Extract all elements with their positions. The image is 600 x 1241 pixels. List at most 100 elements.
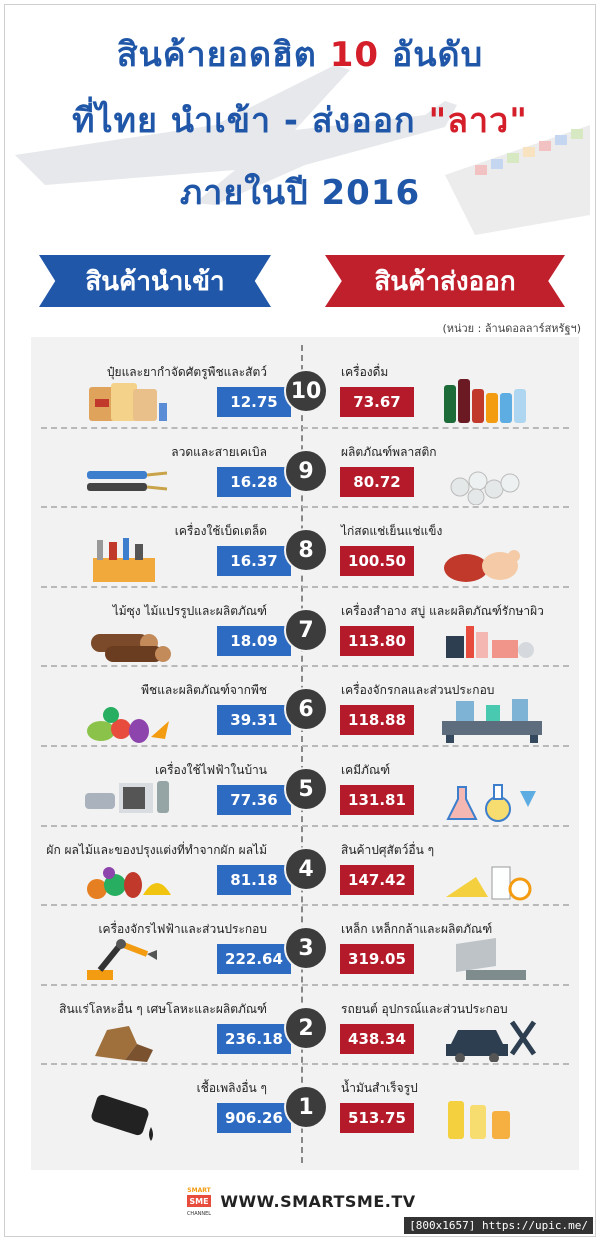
import-item-value: 906.26 <box>217 1103 291 1133</box>
export-item-label: ผลิตภัณฑ์พลาสติก <box>341 445 437 459</box>
import-item-label: เครื่องจักรไฟฟ้าและส่วนประกอบ <box>98 922 267 936</box>
toolbox-icon <box>93 538 155 582</box>
export-item-label: ไก่สดแช่เย็นแช่แข็ง <box>341 524 443 538</box>
export-item-value: 319.05 <box>340 944 414 974</box>
title-line-3: ภายในปี 2016 <box>179 173 421 213</box>
cosmetics-icon <box>446 626 534 658</box>
export-ribbon: สินค้าส่งออก <box>325 255 565 307</box>
row-separator <box>41 1063 569 1065</box>
rank-badge: 3 <box>284 926 328 970</box>
import-item-value: 77.36 <box>217 785 291 815</box>
import-item-value: 222.64 <box>217 944 291 974</box>
chicken-meat-icon <box>444 550 520 582</box>
header-background-illustration <box>15 65 590 235</box>
svg-text:SME: SME <box>190 1197 209 1206</box>
import-item-value: 16.28 <box>217 467 291 497</box>
fruits-icon <box>87 867 171 899</box>
import-item-label: เครื่องใช้ไฟฟ้าในบ้าน <box>154 763 267 777</box>
import-item-label: พืชและผลิตภัณฑ์จากพืช <box>141 683 267 697</box>
import-item-label: สินแร่โลหะอื่น ๆ เศษโลหะและผลิตภัณฑ์ <box>59 1002 267 1016</box>
rank-row-5: เครื่องใช้ไฟฟ้าในบ้าน 77.36 5 เคมีภัณฑ์ 131.… <box>31 755 579 833</box>
import-item-value: 81.18 <box>217 865 291 895</box>
car-repair-icon <box>446 1020 537 1062</box>
row-separator <box>41 427 569 429</box>
row-separator <box>41 586 569 588</box>
oil-bottles-icon <box>448 1101 510 1139</box>
export-item-label: เครื่องจักรกลและส่วนประกอบ <box>341 683 495 697</box>
rank-badge: 8 <box>284 528 328 572</box>
title-line-2: ที่ไทย นำเข้า - ส่งออก "ลาว" <box>72 101 528 141</box>
import-item-label: เครื่องใช้เบ็ดเตล็ด <box>174 524 267 538</box>
robot-arm-icon <box>87 939 157 980</box>
center-divider <box>301 345 303 1163</box>
logs-icon <box>91 634 171 662</box>
rank-row-2: สินแร่โลหะอื่น ๆ เศษโลหะและผลิตภัณฑ์ 236.… <box>31 994 579 1072</box>
title-line-1: สินค้ายอดฮิต 10 อันดับ <box>116 35 484 75</box>
import-item-value: 12.75 <box>217 387 291 417</box>
steel-beams-icon <box>456 938 526 980</box>
export-item-value: 80.72 <box>340 467 414 497</box>
import-item-value: 236.18 <box>217 1024 291 1054</box>
beverage-bottles-icon <box>444 379 526 423</box>
export-item-value: 147.42 <box>340 865 414 895</box>
rank-badge: 10 <box>284 369 328 413</box>
rank-row-8: เครื่องใช้เบ็ดเตล็ด 16.37 8 ไก่สดแช่เย็นแช่… <box>31 516 579 594</box>
export-item-value: 131.81 <box>340 785 414 815</box>
image-credit: [800x1657] https://upic.me/ <box>404 1217 593 1234</box>
export-item-label: เครื่องดื่ม <box>341 365 389 379</box>
export-item-label: สินค้าปศุสัตว์อื่น ๆ <box>341 843 435 857</box>
oil-barrel-icon <box>91 1094 153 1141</box>
row-separator <box>41 665 569 667</box>
factory-machine-icon <box>442 699 542 743</box>
row-separator <box>41 904 569 906</box>
rank-badge: 6 <box>284 687 328 731</box>
row-separator <box>41 825 569 827</box>
website-url: WWW.SMARTSME.TV <box>220 1191 416 1211</box>
rank-row-10: ปุ๋ยและยากำจัดศัตรูพืชและสัตว์ 12.75 10 เคร… <box>31 357 579 435</box>
rank-badge: 5 <box>284 767 328 811</box>
infographic: สินค้ายอดฮิต 10 อันดับ ที่ไทย นำเข้า - ส… <box>4 4 596 1237</box>
export-item-value: 513.75 <box>340 1103 414 1133</box>
import-item-label: ไม้ซุง ไม้แปรรูปและผลิตภัณฑ์ <box>112 604 267 618</box>
export-item-label: เหล็ก เหล็กกล้าและผลิตภัณฑ์ <box>341 922 493 936</box>
fertilizer-icon <box>89 383 167 421</box>
vegetables-icon <box>87 707 169 743</box>
import-ribbon: สินค้านำเข้า <box>39 255 271 307</box>
export-item-label: น้ำมันสำเร็จรูป <box>341 1081 418 1095</box>
rank-badge: 1 <box>284 1085 328 1129</box>
row-separator <box>41 506 569 508</box>
import-item-label: ลวดและสายเคเบิล <box>171 445 267 459</box>
plastic-pellets-icon <box>450 471 520 505</box>
export-item-value: 73.67 <box>340 387 414 417</box>
import-item-value: 39.31 <box>217 705 291 735</box>
export-item-value: 118.88 <box>340 705 414 735</box>
row-separator <box>41 745 569 747</box>
export-item-label: เคมีภัณฑ์ <box>341 763 391 777</box>
import-item-value: 16.37 <box>217 546 291 576</box>
unit-note: (หน่วย : ล้านดอลลาร์สหรัฐฯ) <box>442 322 581 335</box>
smartsme-logo: SMART SME CHANNEL <box>184 1184 215 1218</box>
svg-text:CHANNEL: CHANNEL <box>187 1211 211 1217</box>
rank-row-6: พืชและผลิตภัณฑ์จากพืช 39.31 6 เครื่องจักรกล… <box>31 675 579 753</box>
svg-text:SMART: SMART <box>188 1187 212 1194</box>
rank-row-1: เชื้อเพลิงอื่น ๆ 906.26 1 น้ำมันสำเร็จรูป 51… <box>31 1073 579 1151</box>
cable-icon <box>87 471 168 491</box>
import-item-label: เชื้อเพลิงอื่น ๆ <box>196 1081 267 1095</box>
rank-row-4: ผัก ผลไม้และของปรุงแต่งที่ทำจากผัก ผลไม้… <box>31 835 579 913</box>
export-item-label: เครื่องสำอาง สบู่ และผลิตภัณฑ์รักษาผิว <box>341 604 544 618</box>
rank-row-9: ลวดและสายเคเบิล 16.28 9 ผลิตภัณฑ์พลาสติก 80.… <box>31 437 579 515</box>
export-item-value: 438.34 <box>340 1024 414 1054</box>
appliances-icon <box>85 781 169 813</box>
export-item-value: 100.50 <box>340 546 414 576</box>
rank-badge: 9 <box>284 449 328 493</box>
import-item-value: 18.09 <box>217 626 291 656</box>
rank-badge: 4 <box>284 847 328 891</box>
export-item-value: 113.80 <box>340 626 414 656</box>
dairy-products-icon <box>446 866 532 901</box>
footer: SMART SME CHANNEL WWW.SMARTSME.TV <box>5 1181 595 1221</box>
row-separator <box>41 984 569 986</box>
chemical-flasks-icon <box>446 784 536 822</box>
rank-row-7: ไม้ซุง ไม้แปรรูปและผลิตภัณฑ์ 18.09 7 เครื่อ… <box>31 596 579 674</box>
ore-rocks-icon <box>95 1026 153 1062</box>
rank-badge: 2 <box>284 1006 328 1050</box>
